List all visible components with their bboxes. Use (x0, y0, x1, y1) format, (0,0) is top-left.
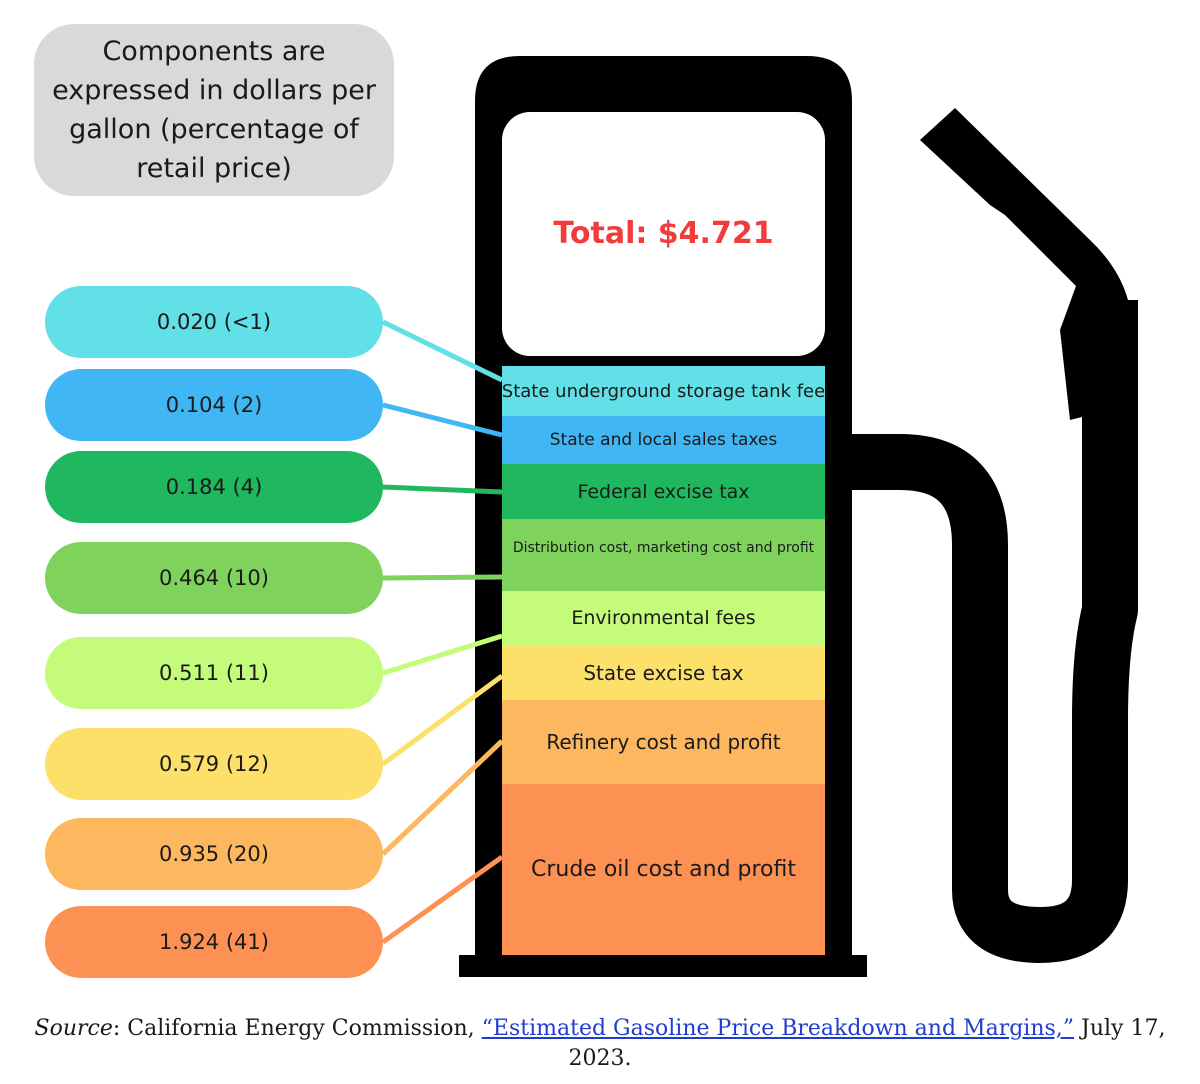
total-price: Total: $4.721 (553, 216, 774, 251)
connector-6 (381, 739, 504, 856)
segment-3 (502, 519, 825, 591)
segment-label-3: Distribution cost, marketing cost and pr… (512, 540, 815, 556)
segment-label-5: State excise tax (583, 660, 744, 685)
segment-label-0: State underground storage tank fee (501, 380, 826, 402)
connector-5 (381, 673, 504, 767)
source-link[interactable]: “Estimated Gasoline Price Breakdown and … (481, 1016, 1075, 1041)
connector-0 (381, 319, 504, 383)
segment-label-7: Crude oil cost and profit (530, 857, 796, 882)
segment-4 (502, 591, 825, 645)
source-date: July 17, (1074, 1016, 1166, 1041)
segment-0 (502, 366, 825, 416)
segment-2 (502, 464, 825, 519)
pump-nozzle (920, 108, 1132, 400)
segment-6 (502, 700, 825, 784)
pump-display (502, 112, 825, 356)
source-year: 2023. (568, 1046, 632, 1071)
units-note-text: Components are expressed in dollars per … (52, 36, 376, 184)
segment-1 (502, 416, 825, 464)
value-pill-1: 0.104 (2) (45, 369, 383, 441)
source-citation: Source: California Energy Commission, “E… (0, 1014, 1200, 1074)
connector-7 (381, 854, 504, 945)
segment-label-2: Federal excise tax (577, 480, 750, 503)
value-pill-4: 0.511 (11) (45, 637, 383, 709)
nozzle-grip (1060, 275, 1110, 420)
connector-1 (382, 402, 503, 438)
value-pill-7: 1.924 (41) (45, 906, 383, 978)
connector-2 (382, 484, 503, 495)
segment-7 (502, 784, 825, 955)
value-pill-5: 0.579 (12) (45, 728, 383, 800)
segment-label-1: State and local sales taxes (549, 430, 778, 450)
value-pill-6: 0.935 (20) (45, 818, 383, 890)
source-label: Source (34, 1016, 113, 1041)
segment-5 (502, 645, 825, 700)
connector-4 (382, 633, 503, 676)
value-pill-0: 0.020 (<1) (45, 286, 383, 358)
pump-hose (852, 300, 1138, 963)
connector-3 (382, 574, 503, 581)
units-note: Components are expressed in dollars per … (34, 24, 394, 196)
pump-base (459, 955, 867, 977)
segment-label-6: Refinery cost and profit (546, 730, 781, 754)
source-org: : California Energy Commission, (112, 1016, 482, 1041)
segment-label-4: Environmental fees (571, 607, 756, 629)
value-pill-2: 0.184 (4) (45, 451, 383, 523)
value-pill-3: 0.464 (10) (45, 542, 383, 614)
